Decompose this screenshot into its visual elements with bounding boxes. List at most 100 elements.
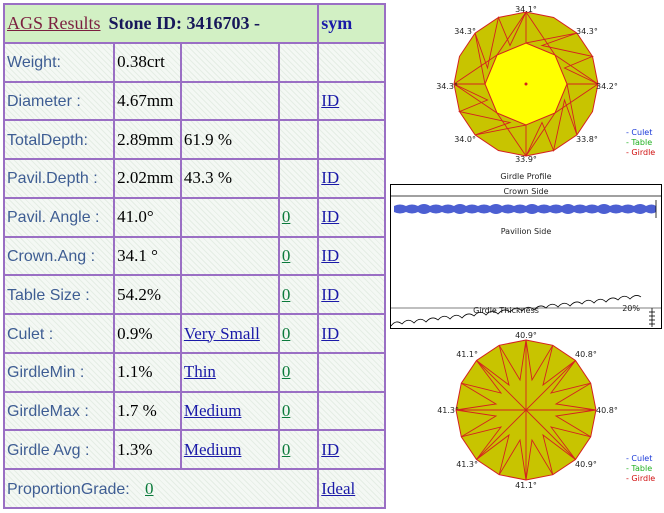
row-value: 54.2% <box>117 284 162 304</box>
row-label: Girdle Avg : <box>7 441 90 459</box>
girdle-profile-graph: Crown Side Pavilion Side Girdle Thicknes… <box>390 184 662 329</box>
table-row: Girdle Avg : 1.3% Medium 0 ID <box>2 429 386 471</box>
row-id-link[interactable]: ID <box>321 168 340 188</box>
proportion-grade-row: ProportionGrade: 0 Ideal <box>2 468 386 509</box>
row-value: 1.3% <box>117 439 153 459</box>
row-label: GirdleMin : <box>7 364 85 382</box>
legend-girdle: - Girdle <box>626 148 656 157</box>
row-label: GirdleMax : <box>7 403 89 421</box>
row-extra: 43.3 % <box>183 168 232 188</box>
ideal-link[interactable]: Ideal <box>321 478 356 498</box>
legend-table: - Table <box>626 464 653 473</box>
row-extra: 61.9 % <box>183 129 232 149</box>
crown-angle-left: 34.3° <box>436 82 458 91</box>
table-row: TotalDepth: 2.89mm 61.9 % <box>2 119 386 161</box>
table-row: Diameter : 4.67mm ID <box>2 80 386 122</box>
table-row: Weight: 0.38crt <box>2 41 386 83</box>
row-value: 4.67mm <box>117 90 174 110</box>
row-id-link[interactable]: ID <box>321 90 340 110</box>
table-row: GirdleMax : 1.7 % Medium 0 <box>2 390 386 432</box>
row-value: 1.7 % <box>117 401 157 421</box>
proportion-grade-label: ProportionGrade: <box>7 480 130 498</box>
sym-cell: sym <box>317 3 386 44</box>
table-row: Pavil.Depth : 2.02mm 43.3 % ID <box>2 158 386 199</box>
row-id-link[interactable]: ID <box>321 323 340 343</box>
table-row: GirdleMin : 1.1% Thin 0 <box>2 351 386 393</box>
pavilion-angle-right: 40.8° <box>596 406 618 415</box>
pavilion-angle-left: 41.3° <box>437 406 459 415</box>
row-label: Pavil.Depth : <box>7 170 98 188</box>
pavilion-angle-bottom: 41.1° <box>515 481 537 490</box>
row-grade-link[interactable]: 0 <box>281 245 291 265</box>
row-label: Diameter : <box>7 92 81 110</box>
row-extra-link[interactable]: Thin <box>183 362 216 382</box>
legend-top: - Culet - Table - Girdle <box>626 128 655 158</box>
girdle-profile-panel: Crown Side Pavilion Side Girdle Thicknes… <box>390 184 662 329</box>
row-extra-link[interactable]: Medium <box>183 401 242 421</box>
legend-girdle: - Girdle <box>626 474 656 483</box>
row-value: 2.89mm <box>117 129 174 149</box>
girdle-thickness-line <box>390 295 642 327</box>
row-value: 34.1 ° <box>117 245 158 265</box>
crown-angle-top-right: 34.3° <box>576 27 598 36</box>
ags-results-link[interactable]: AGS Results <box>7 12 101 33</box>
legend-table: - Table <box>626 138 653 147</box>
crown-angle-bottom: 33.9° <box>515 155 537 164</box>
crown-angle-bottom-right: 33.8° <box>576 135 598 144</box>
girdle-profile-caption: Girdle Profile <box>500 172 551 181</box>
legend-culet: - Culet <box>626 454 653 463</box>
row-id-link[interactable]: ID <box>321 207 340 227</box>
row-extra-link[interactable]: Very Small <box>183 323 260 343</box>
sym-header: sym <box>321 12 353 33</box>
row-label: Pavil. Angle : <box>7 209 100 227</box>
pavilion-side-label: Pavilion Side <box>501 227 552 236</box>
girdle-band <box>394 204 656 214</box>
row-value: 2.02mm <box>117 168 174 188</box>
crown-side-label: Crown Side <box>503 187 548 196</box>
crown-facet-lines <box>453 11 599 157</box>
crown-angle-top: 34.1° <box>515 5 537 14</box>
table-row: Crown.Ang : 34.1 ° 0 ID <box>2 235 386 277</box>
table-row: Pavil. Angle : 41.0° 0 ID <box>2 196 386 238</box>
row-grade-link[interactable]: 0 <box>281 439 291 459</box>
row-id-link[interactable]: ID <box>321 439 340 459</box>
girdle-thickness-label: Girdle Thickness <box>473 306 539 315</box>
pavilion-angle-top-left: 41.1° <box>456 350 478 359</box>
scale-20-label: 20% <box>622 304 640 313</box>
legend-culet: - Culet <box>626 128 653 137</box>
header-row: AGS Results Stone ID: 3416703 - sym <box>2 3 386 44</box>
pavilion-angle-bottom-right: 40.9° <box>575 460 597 469</box>
scale-ticks <box>649 308 655 327</box>
row-label: Table Size : <box>7 286 90 304</box>
row-label: Crown.Ang : <box>7 247 96 265</box>
row-id-link[interactable]: ID <box>321 245 340 265</box>
pavilion-angle-bottom-left: 41.3° <box>456 460 478 469</box>
row-grade-link[interactable]: 0 <box>281 207 291 227</box>
pavilion-angle-top: 40.9° <box>515 332 537 340</box>
proportion-grade-link[interactable]: 0 <box>145 478 154 498</box>
row-value: 1.1% <box>117 362 153 382</box>
row-id-link[interactable]: ID <box>321 284 340 304</box>
table-row: Table Size : 54.2% 0 ID <box>2 274 386 316</box>
row-label: TotalDepth: <box>7 131 88 149</box>
row-label: Weight: <box>7 54 61 72</box>
header-cell: AGS Results Stone ID: 3416703 - <box>2 3 320 44</box>
row-value: 0.38crt <box>117 52 165 72</box>
stone-id: Stone ID: 3416703 - <box>108 12 261 33</box>
row-value: 0.9% <box>117 323 153 343</box>
pavilion-facet-lines <box>455 339 597 481</box>
row-grade-link[interactable]: 0 <box>281 284 291 304</box>
row-grade-link[interactable]: 0 <box>281 401 291 421</box>
row-extra-link[interactable]: Medium <box>183 439 242 459</box>
row-value: 41.0° <box>117 207 154 227</box>
crown-diagram: 34.1° 34.3° 34.3° 34.3° 34.2° 34.0° 33.8… <box>436 5 618 181</box>
pavilion-angle-top-right: 40.8° <box>575 350 597 359</box>
row-grade-link[interactable]: 0 <box>281 362 291 382</box>
crown-angle-bottom-left: 34.0° <box>454 135 476 144</box>
row-label: Culet : <box>7 325 54 343</box>
results-table: AGS Results Stone ID: 3416703 - sym Weigh… <box>2 3 386 509</box>
table-row: Culet : 0.9% Very Small 0 ID <box>2 313 386 354</box>
row-grade-link[interactable]: 0 <box>281 323 291 343</box>
crown-angle-top-left: 34.3° <box>454 27 476 36</box>
culet-dot <box>524 82 528 86</box>
